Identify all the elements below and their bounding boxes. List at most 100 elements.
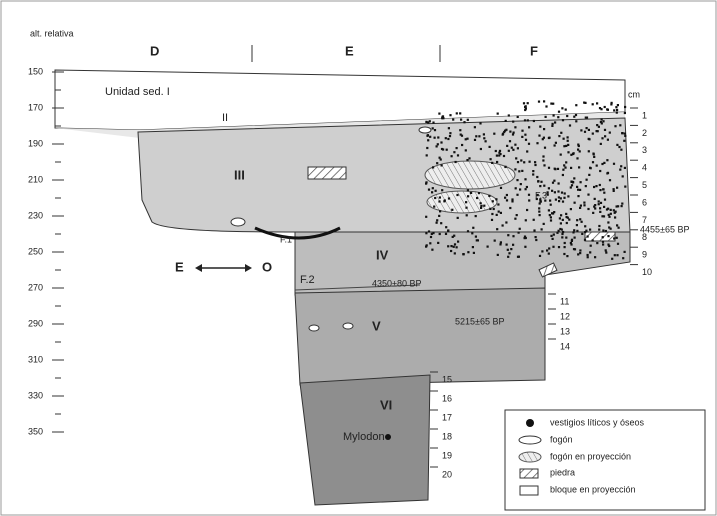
find-dot: [560, 132, 562, 134]
find-dot: [506, 244, 508, 246]
find-dot: [568, 219, 570, 221]
find-dot: [448, 197, 450, 199]
find-dot: [594, 207, 596, 209]
find-dot: [489, 146, 491, 148]
find-dot: [549, 214, 551, 216]
find-dot: [528, 143, 530, 145]
depth-label: 230: [28, 210, 43, 220]
find-dot: [539, 202, 541, 204]
find-dot: [573, 152, 575, 154]
find-dot: [541, 228, 543, 230]
find-dot: [543, 164, 545, 166]
find-dot: [563, 253, 565, 255]
find-dot: [505, 221, 507, 223]
find-dot: [605, 252, 607, 254]
find-dot: [432, 166, 434, 168]
find-dot: [563, 164, 565, 166]
find-dot: [468, 157, 470, 159]
find-dot: [552, 238, 554, 240]
find-dot: [587, 254, 589, 256]
find-dot: [451, 209, 453, 211]
find-dot: [527, 102, 529, 104]
find-dot: [604, 199, 606, 201]
find-dot: [465, 201, 467, 203]
find-dot: [567, 144, 569, 146]
find-dot: [621, 205, 623, 207]
find-dot: [543, 185, 545, 187]
find-dot: [515, 157, 517, 159]
find-dot: [620, 165, 622, 167]
level-label: 6: [642, 197, 647, 207]
find-dot: [622, 175, 624, 177]
find-dot: [528, 194, 530, 196]
find-dot: [573, 248, 575, 250]
find-dot: [613, 109, 615, 111]
find-dot: [449, 114, 451, 116]
find-dot: [593, 153, 595, 155]
find-dot: [578, 166, 580, 168]
find-dot: [533, 219, 535, 221]
find-dot: [504, 166, 506, 168]
find-dot: [548, 187, 550, 189]
find-dot: [432, 232, 434, 234]
find-dot: [558, 246, 560, 248]
find-dot: [554, 191, 556, 193]
find-dot: [617, 205, 619, 207]
depth-label: 350: [28, 426, 43, 436]
unit-label: Unidad sed. I: [105, 86, 170, 98]
depth-label: 190: [28, 138, 43, 148]
find-dot: [517, 256, 519, 258]
find-dot: [548, 253, 550, 255]
find-dot: [493, 208, 495, 210]
find-dot: [543, 223, 545, 225]
find-dot: [527, 119, 529, 121]
find-dot: [602, 241, 604, 243]
find-dot: [608, 245, 610, 247]
find-dot: [439, 233, 441, 235]
find-dot: [600, 108, 602, 110]
find-dot: [543, 100, 545, 102]
find-dot: [603, 162, 605, 164]
find-dot: [578, 145, 580, 147]
find-dot: [441, 148, 443, 150]
layer-5: [295, 288, 545, 385]
find-dot: [521, 136, 523, 138]
find-dot: [601, 163, 603, 165]
level-label: 9: [642, 250, 647, 260]
find-dot: [558, 111, 560, 113]
find-dot: [624, 112, 626, 114]
find-dot: [565, 213, 567, 215]
find-dot: [570, 167, 572, 169]
find-dot: [576, 224, 578, 226]
find-dot: [548, 247, 550, 249]
find-dot: [536, 142, 538, 144]
level-label: 12: [560, 311, 570, 321]
find-dot: [560, 197, 562, 199]
find-dot: [512, 133, 514, 135]
find-dot: [439, 196, 441, 198]
find-dot: [552, 123, 554, 125]
find-dot: [433, 206, 435, 208]
find-dot: [504, 197, 506, 199]
find-dot: [454, 252, 456, 254]
find-dot: [558, 200, 560, 202]
find-dot: [438, 200, 440, 202]
legend-label: bloque en proyección: [550, 484, 636, 494]
find-dot: [566, 222, 568, 224]
find-dot: [533, 120, 535, 122]
depth-label: 330: [28, 390, 43, 400]
find-dot: [436, 219, 438, 221]
find-dot: [592, 239, 594, 241]
find-dot: [502, 133, 504, 135]
find-dot: [536, 176, 538, 178]
find-dot: [598, 225, 600, 227]
find-dot: [474, 126, 476, 128]
find-dot: [610, 209, 612, 211]
find-dot: [561, 236, 563, 238]
unit-label: V: [372, 318, 381, 333]
find-dot: [427, 139, 429, 141]
find-dot: [551, 190, 553, 192]
find-dot: [447, 230, 449, 232]
unit-label: III: [234, 167, 245, 182]
find-dot: [552, 103, 554, 105]
